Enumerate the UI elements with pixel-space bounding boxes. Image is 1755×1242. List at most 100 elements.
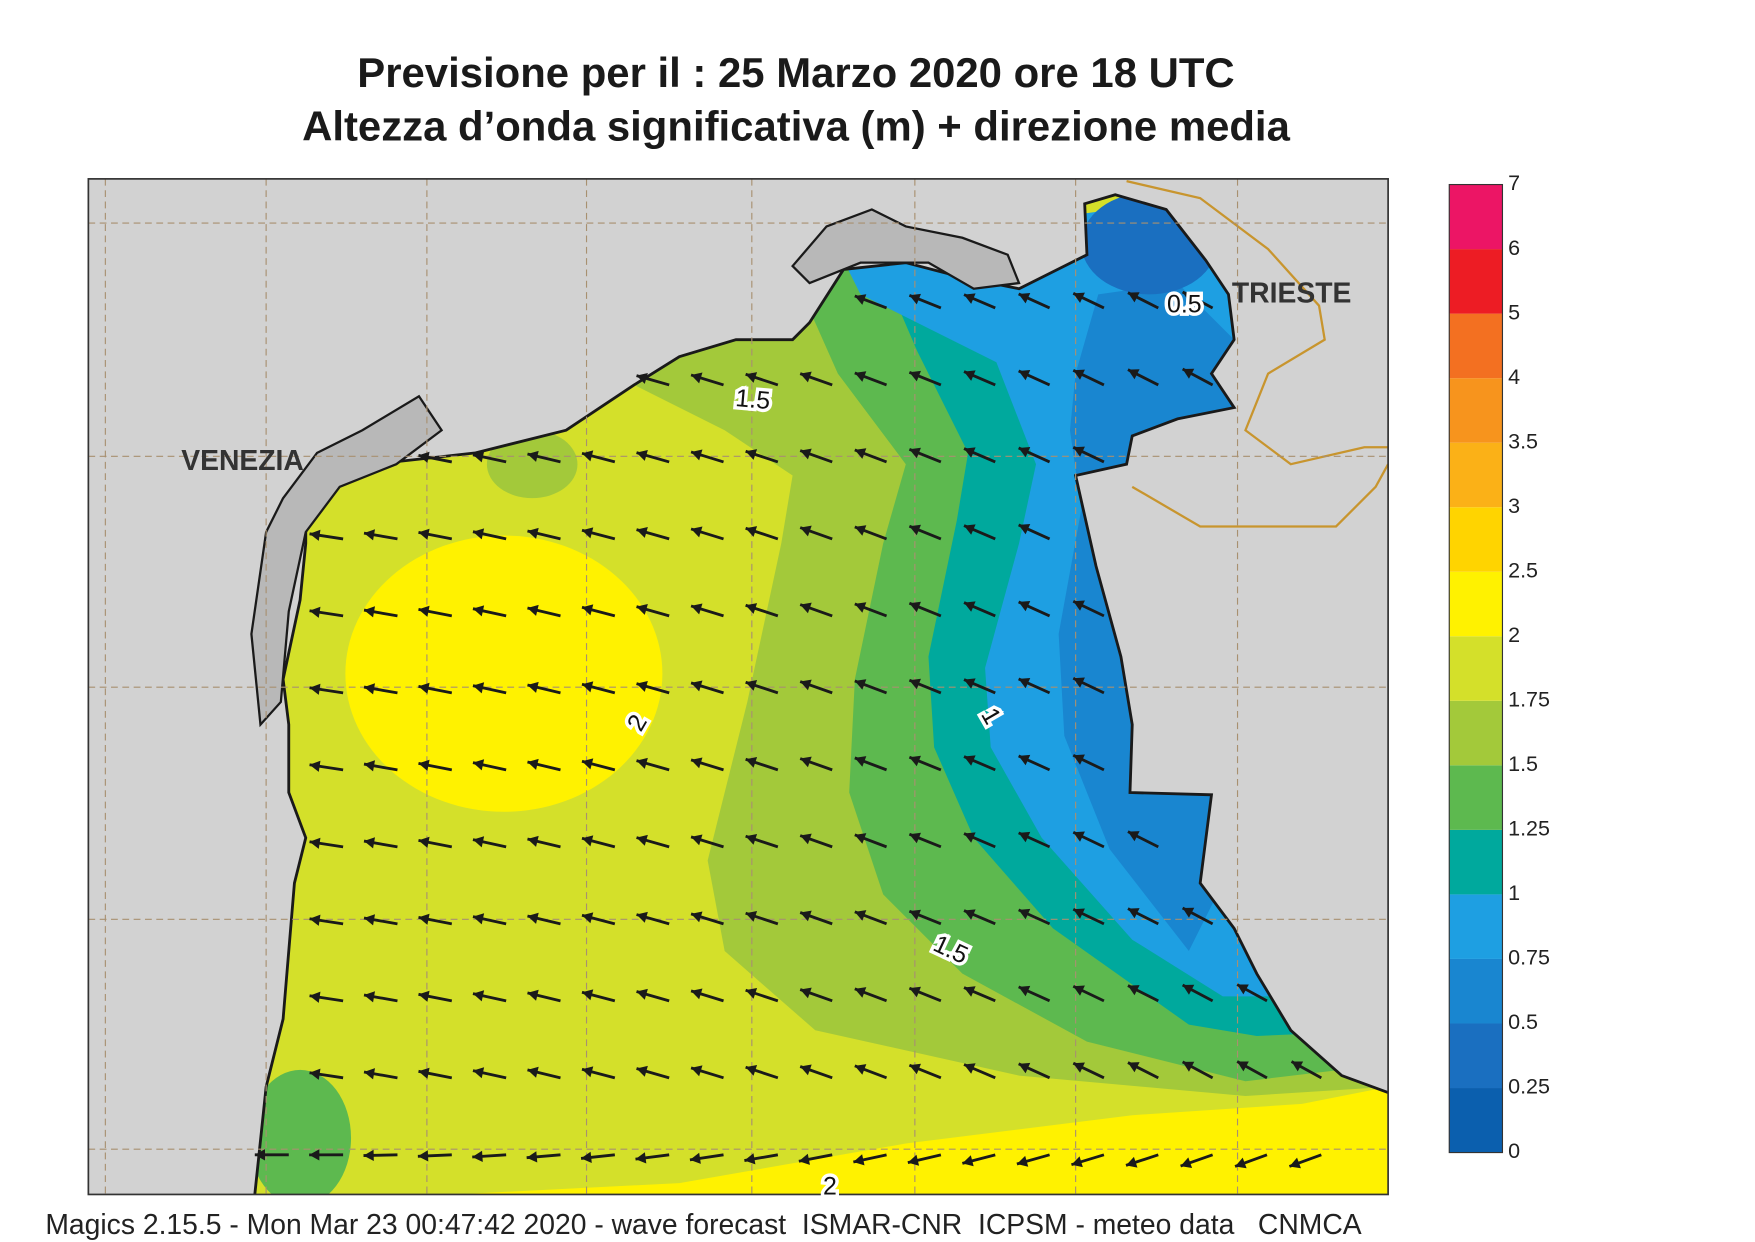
arrow-head xyxy=(418,1067,430,1079)
arrow-head xyxy=(527,681,539,693)
arrow-head xyxy=(800,833,812,845)
arrow-head xyxy=(691,1065,703,1077)
arrow-head xyxy=(1182,291,1195,302)
arrow-head xyxy=(1018,985,1031,997)
arrow-head xyxy=(1018,1062,1031,1074)
arrow-head xyxy=(254,1149,265,1161)
arrow-head xyxy=(636,603,648,615)
arrow-head xyxy=(1073,446,1085,457)
colorbar-label: 3.5 xyxy=(1508,429,1538,453)
arrow-head xyxy=(309,1068,321,1080)
band-2 xyxy=(452,1086,1389,1195)
arrow-head xyxy=(417,1150,429,1162)
arrow-head xyxy=(636,526,648,538)
arrow-head xyxy=(1182,907,1195,918)
arrow-head xyxy=(418,682,430,694)
band-1-5 xyxy=(486,430,578,499)
arrow-head xyxy=(1127,1062,1140,1073)
arrow-head xyxy=(909,293,921,305)
arrow-head xyxy=(909,1063,921,1075)
arrow-head xyxy=(581,1066,594,1078)
arrow-head xyxy=(962,1155,974,1167)
arrow-head xyxy=(1127,369,1140,380)
arrow-head xyxy=(1235,1157,1247,1169)
arrow-head xyxy=(1180,1157,1193,1169)
arrow-head xyxy=(309,760,321,772)
arrow-head xyxy=(1127,831,1140,842)
colorbar-band xyxy=(1449,378,1503,443)
arrow-head xyxy=(363,760,376,772)
colorbar-band xyxy=(1449,313,1503,379)
arrow-head xyxy=(800,1064,812,1076)
arrow-head xyxy=(636,680,648,692)
arrow-head xyxy=(581,1151,592,1163)
arrow-head xyxy=(472,528,485,540)
colorbar-band xyxy=(1449,249,1503,314)
arrow-head xyxy=(800,756,812,768)
arrow-head xyxy=(472,1067,485,1079)
arrow-head xyxy=(363,837,376,849)
colorbar-label: 4 xyxy=(1508,365,1520,389)
arrow-head xyxy=(907,1154,920,1166)
arrow-head xyxy=(1127,985,1140,996)
colorbar-label: 2 xyxy=(1508,623,1520,647)
arrow-head xyxy=(1126,1156,1138,1168)
arrow-head xyxy=(472,836,485,848)
arrow-head xyxy=(1018,446,1031,458)
colorbar-band xyxy=(1449,829,1503,895)
arrow-head xyxy=(1073,369,1085,380)
arrow-head xyxy=(909,755,921,767)
arrow-head xyxy=(964,909,976,920)
arrow-head xyxy=(745,911,758,922)
arrow-head xyxy=(800,448,812,460)
arrow-head xyxy=(745,603,758,614)
colorbar-band xyxy=(1449,958,1503,1024)
colorbar-band xyxy=(1449,442,1503,508)
colorbar-label: 0.5 xyxy=(1508,1010,1538,1034)
arrow-head xyxy=(964,678,976,689)
arrow-head xyxy=(745,526,758,537)
arrow-head xyxy=(691,680,703,692)
colorbar-label: 1.5 xyxy=(1508,752,1538,776)
arrow-head xyxy=(636,911,648,923)
arrow-head xyxy=(691,988,703,1000)
lagoon-land xyxy=(791,208,1021,290)
map-frame xyxy=(87,178,1389,1196)
arrow-head xyxy=(472,913,485,925)
arrow-head xyxy=(527,835,539,847)
arrow-head xyxy=(691,372,703,384)
arrow-head xyxy=(527,758,539,770)
arrow-head xyxy=(964,601,976,612)
lagoon-land xyxy=(250,394,444,728)
arrow-head xyxy=(909,370,921,382)
arrow-head xyxy=(418,451,430,463)
arrow-head xyxy=(745,449,758,460)
arrow-head xyxy=(581,912,594,924)
arrow-head xyxy=(691,911,703,923)
arrow-head xyxy=(745,372,758,383)
arrow-head xyxy=(581,450,594,462)
arrow-head xyxy=(527,1066,539,1078)
place-label: TRIESTE xyxy=(1232,276,1352,308)
arrow-head xyxy=(527,604,539,616)
arrow-head xyxy=(745,757,758,768)
colorbar-label: 1.75 xyxy=(1508,688,1550,712)
arrow-head xyxy=(472,451,485,463)
arrow-head xyxy=(472,682,485,694)
colorbar-frame xyxy=(1448,183,1504,1154)
colorbar-band xyxy=(1449,1023,1503,1089)
coastline xyxy=(253,193,1389,1195)
arrow-head xyxy=(363,1068,376,1080)
arrow-head xyxy=(309,529,321,541)
colorbar-band xyxy=(1449,507,1503,572)
arrow-head xyxy=(964,1063,976,1074)
arrow-head xyxy=(418,913,430,925)
band-2 xyxy=(345,535,663,812)
arrow-head xyxy=(1237,984,1249,995)
arrow-head xyxy=(1073,831,1085,842)
arrow-head xyxy=(1182,1061,1195,1072)
arrow-head xyxy=(309,1149,320,1161)
arrow-head xyxy=(472,1150,483,1162)
arrow-head xyxy=(854,371,867,382)
